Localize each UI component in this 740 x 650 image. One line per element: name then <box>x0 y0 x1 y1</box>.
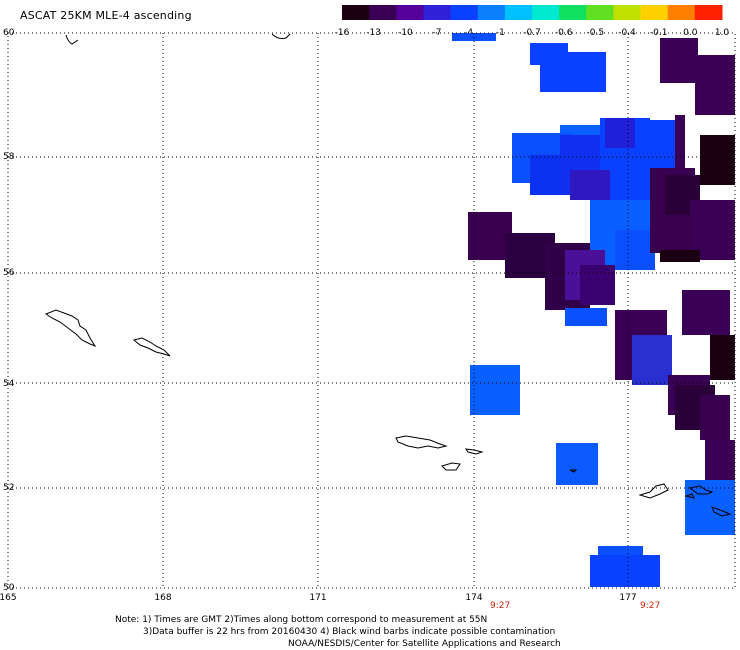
longitude-label: 165 <box>0 593 17 603</box>
colorbar-swatch <box>586 5 614 20</box>
colorbar-swatch <box>694 5 723 20</box>
colorbar-swatch <box>477 5 506 20</box>
colorbar-swatch <box>613 5 642 20</box>
colorbar-label: -10 <box>398 28 413 38</box>
colorbar-label: -0.6 <box>555 28 573 38</box>
colorbar-swatch <box>504 5 533 20</box>
note-line-2: 3)Data buffer is 22 hrs from 20160430 4)… <box>143 627 556 637</box>
latitude-label: 58 <box>3 152 15 162</box>
colorbar-swatch <box>450 5 479 20</box>
latitude-label: 54 <box>3 379 15 389</box>
lat-lon-grid <box>8 33 735 588</box>
latitude-label: 60 <box>3 28 15 38</box>
colorbar-label: -0.1 <box>650 28 668 38</box>
longitude-label: 168 <box>154 593 171 603</box>
colorbar-swatch <box>369 5 397 20</box>
colorbar-swatch <box>559 5 587 20</box>
time-label-2: 9:27 <box>640 601 660 611</box>
colorbar-swatch <box>396 5 424 20</box>
colorbar-label: -0.5 <box>587 28 605 38</box>
colorbar-label: 1.0 <box>715 28 730 38</box>
colorbar-label: 0.0 <box>683 28 698 38</box>
colorbar-swatch <box>532 5 560 20</box>
latitude-label: 52 <box>3 483 14 493</box>
longitude-label: 174 <box>465 593 482 603</box>
longitude-label: 177 <box>619 593 636 603</box>
colorbar-swatch <box>342 5 370 20</box>
colorbar-label: -13 <box>366 28 381 38</box>
latitude-label: 56 <box>3 268 15 278</box>
coastlines <box>44 33 732 517</box>
time-label-1: 9:27 <box>490 601 510 611</box>
colorbar-swatch <box>667 5 696 20</box>
map-title: ASCAT 25KM MLE-4 ascending <box>20 9 192 22</box>
colorbar <box>342 5 723 20</box>
note-line-3: NOAA/NESDIS/Center for Satellite Applica… <box>288 639 561 649</box>
colorbar-label: -0.4 <box>618 28 636 38</box>
note-line-1: Note: 1) Times are GMT 2)Times along bot… <box>115 615 488 625</box>
latitude-labels: 60 58 56 54 52 50 <box>3 28 15 593</box>
wind-data-swaths <box>452 33 735 587</box>
colorbar-swatch <box>640 5 669 20</box>
colorbar-label: -16 <box>335 28 350 38</box>
map-frame <box>7 32 736 589</box>
longitude-label: 171 <box>309 593 326 603</box>
colorbar-swatch <box>423 5 452 20</box>
latitude-label: 50 <box>3 583 15 593</box>
longitude-labels: 165 168 171 174 177 <box>0 593 637 603</box>
